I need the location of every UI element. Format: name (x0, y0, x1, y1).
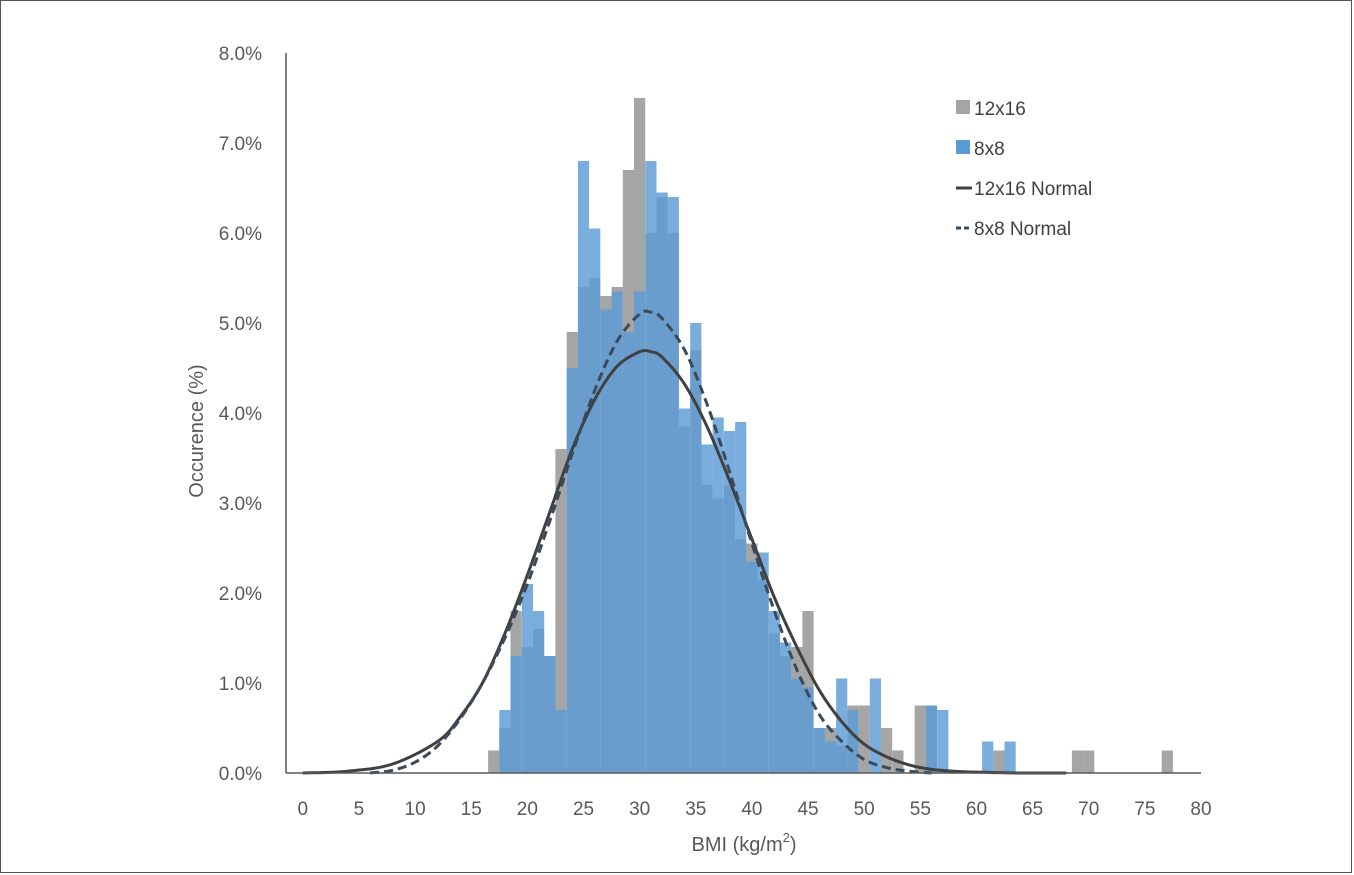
bar-12x16-17 (488, 750, 500, 773)
x-tick-label: 30 (629, 799, 650, 820)
y-tick-label: 7.0% (219, 134, 262, 155)
x-tick-label: 50 (854, 799, 875, 820)
bar-8x8-63 (1004, 741, 1016, 773)
legend-swatch-12x16 (956, 100, 970, 114)
x-tick-label: 55 (910, 799, 931, 820)
legend-swatch-8x8 (956, 140, 970, 154)
chart-legend: 12x16 8x8 12x16 Normal 8x8 Normal (956, 99, 1092, 240)
bar-8x8-37 (712, 417, 724, 773)
y-tick-label: 6.0% (219, 224, 262, 245)
bar-12x16-69 (1071, 750, 1084, 773)
bar-8x8-41 (757, 552, 769, 773)
x-tick-label: 0 (298, 799, 309, 820)
x-tick-label: 40 (741, 799, 762, 820)
bar-8x8-56 (925, 705, 938, 773)
bar-8x8-31 (645, 161, 657, 773)
bar-8x8-47 (824, 741, 837, 773)
bar-8x8-28 (611, 291, 623, 773)
bar-8x8-38 (723, 431, 736, 773)
bar-8x8-33 (667, 197, 679, 773)
x-tick-label: 10 (405, 799, 426, 820)
legend-label-12x16-normal: 12x16 Normal (974, 179, 1092, 200)
bar-8x8-21 (533, 611, 545, 773)
y-tick-label: 1.0% (219, 674, 262, 695)
x-axis-title: BMI (kg/m2) (691, 830, 796, 856)
bar-8x8-61 (982, 741, 994, 773)
bar-12x16-52 (881, 728, 893, 773)
bar-8x8-35 (690, 323, 702, 773)
x-tick-label: 15 (461, 799, 482, 820)
line-8x8-normal (369, 309, 932, 775)
x-tick-label: 25 (573, 799, 594, 820)
series-8x8-bars (499, 161, 1016, 773)
y-axis-title: Occurence (%) (186, 364, 208, 497)
legend-label-12x16: 12x16 (974, 99, 1026, 120)
bar-8x8-46 (813, 728, 825, 773)
bar-8x8-44 (791, 678, 803, 773)
bar-8x8-25 (577, 161, 590, 773)
bar-8x8-51 (869, 678, 881, 773)
bar-8x8-20 (521, 584, 533, 773)
bar-8x8-39 (735, 422, 747, 773)
bar-8x8-34 (678, 408, 691, 773)
x-tick-label: 70 (1078, 799, 1099, 820)
bar-8x8-40 (746, 561, 758, 773)
bar-8x8-36 (701, 444, 713, 773)
normal-curves (302, 309, 1067, 775)
line-12x16-normal (302, 349, 1067, 775)
y-axis-ticks: 0.0% 1.0% 2.0% 3.0% 4.0% 5.0% 6.0% 7.0% 8.0% (219, 44, 262, 785)
bar-8x8-57 (937, 710, 949, 773)
bar-12x16-50 (858, 705, 870, 773)
bar-8x8-30 (634, 291, 646, 773)
bar-8x8-29 (622, 332, 634, 773)
bar-8x8-24 (566, 368, 578, 773)
bar-8x8-19 (510, 656, 522, 773)
x-tick-label: 75 (1134, 799, 1155, 820)
x-tick-label: 80 (1190, 799, 1211, 820)
x-tick-label: 45 (797, 799, 818, 820)
bar-8x8-22 (544, 656, 556, 773)
bar-12x16-77 (1161, 750, 1173, 773)
bar-12x16-70 (1083, 750, 1095, 773)
x-tick-label: 5 (354, 799, 365, 820)
y-tick-label: 4.0% (219, 404, 262, 425)
y-tick-label: 3.0% (219, 494, 262, 515)
bar-12x16-55 (914, 705, 926, 773)
y-tick-label: 2.0% (219, 584, 262, 605)
bar-12x16-23 (555, 449, 567, 773)
y-tick-label: 5.0% (219, 314, 262, 335)
bar-8x8-48 (836, 678, 848, 773)
bar-8x8-49 (847, 710, 859, 773)
bar-8x8-42 (768, 611, 780, 773)
y-tick-label: 0.0% (219, 764, 262, 785)
x-axis-ticks: 0 5 10 15 20 25 30 35 40 45 50 55 60 65 70 75 80 (298, 799, 1212, 820)
bar-8x8-32 (656, 192, 668, 773)
bar-8x8-43 (780, 642, 792, 773)
x-tick-label: 65 (1022, 799, 1043, 820)
y-tick-label: 8.0% (219, 44, 262, 65)
legend-label-8x8: 8x8 (974, 139, 1005, 160)
bar-8x8-45 (802, 687, 814, 773)
x-tick-label: 60 (966, 799, 987, 820)
bar-8x8-26 (589, 228, 601, 773)
legend-label-8x8-normal: 8x8 Normal (974, 219, 1071, 240)
bar-12x16-62 (993, 750, 1005, 773)
bar-8x8-23 (555, 710, 567, 773)
bar-8x8-18 (499, 710, 511, 773)
x-tick-label: 35 (685, 799, 706, 820)
bar-8x8-27 (600, 309, 612, 773)
x-tick-label: 20 (517, 799, 538, 820)
